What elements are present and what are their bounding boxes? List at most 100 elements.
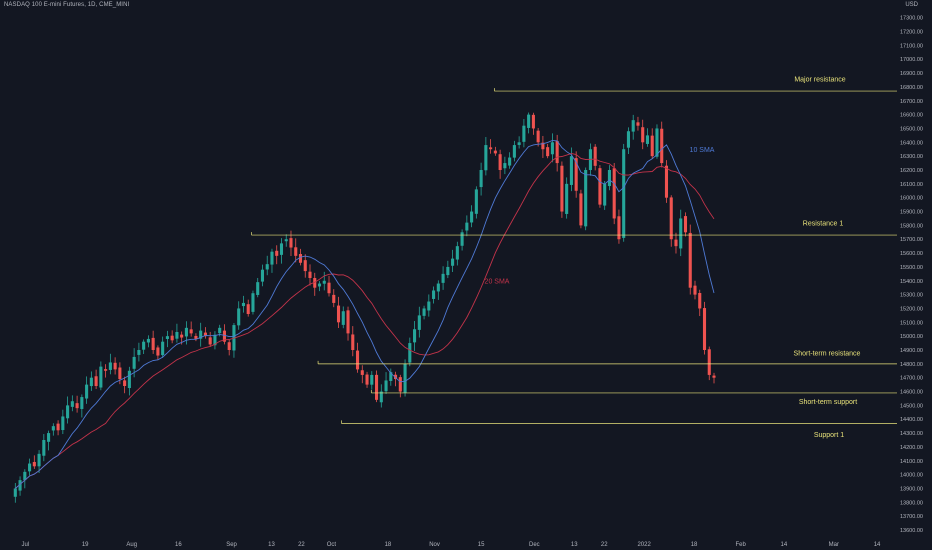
candle-body [104, 369, 108, 371]
candle-body [626, 131, 630, 148]
candle-body [664, 165, 669, 198]
candle-body [679, 218, 683, 249]
candle-body [180, 334, 184, 338]
candle-body [341, 311, 345, 325]
candle-body [512, 145, 516, 158]
candle-body [446, 266, 450, 276]
candle-body [379, 391, 383, 403]
candle-body [42, 440, 46, 456]
candle-body [374, 374, 379, 400]
y-tick-label: 17100.00 [900, 43, 923, 49]
candle-body [218, 327, 222, 334]
candle-body [484, 145, 488, 171]
x-tick-label: 14 [781, 542, 788, 548]
candle-body [270, 251, 274, 265]
candle-body [465, 222, 469, 231]
candle-body [313, 277, 317, 288]
chart-symbol-title: NASDAQ 100 E-mini Futures, 1D, CME_MINI [4, 2, 130, 8]
candle-body [146, 338, 150, 343]
y-tick-label: 14000.00 [900, 473, 923, 479]
y-tick-label: 14900.00 [900, 348, 923, 354]
candle-body [479, 170, 483, 188]
chart-annotation: Major resistance [794, 76, 845, 83]
candle-body [32, 461, 36, 467]
candle-body [151, 337, 155, 350]
y-tick-label: 13600.00 [900, 528, 923, 534]
candle-body [555, 140, 559, 164]
candle-body [470, 211, 474, 223]
x-tick-label: 22 [298, 542, 305, 548]
candle-body [94, 376, 98, 386]
candle-body [579, 193, 583, 226]
candle-body [550, 142, 554, 155]
y-tick-label: 14200.00 [900, 445, 923, 451]
y-tick-label: 15400.00 [900, 279, 923, 285]
x-tick-label: Mar [829, 542, 839, 548]
candle-body [199, 330, 203, 339]
y-tick-label: 16400.00 [900, 140, 923, 146]
candle-body [227, 342, 231, 350]
y-tick-label: 14600.00 [900, 390, 923, 396]
candle-body [80, 397, 84, 409]
candle-body [161, 341, 165, 356]
candle-body [712, 375, 716, 378]
y-tick-label: 15700.00 [900, 237, 923, 243]
x-tick-label: 18 [385, 542, 392, 548]
candle-body [132, 356, 136, 369]
candle-body [417, 315, 421, 330]
candle-body [527, 114, 531, 128]
y-tick-label: 17200.00 [900, 30, 923, 36]
candle-body [517, 142, 521, 145]
candle-body [175, 332, 179, 339]
x-tick-label: 14 [874, 542, 881, 548]
candle-body [194, 335, 198, 339]
candle-body [693, 285, 697, 295]
candle-body [303, 260, 307, 272]
candle-body [184, 327, 188, 337]
x-tick-label: 18 [691, 542, 698, 548]
y-tick-label: 14800.00 [900, 362, 923, 368]
currency-label: USD [905, 2, 918, 8]
x-tick-label: 13 [268, 542, 275, 548]
candle-body [698, 293, 702, 309]
y-tick-label: 15800.00 [900, 223, 923, 229]
candle-body [241, 302, 245, 307]
candle-body [617, 216, 621, 240]
y-tick-label: 15600.00 [900, 251, 923, 257]
y-tick-label: 16600.00 [900, 113, 923, 119]
candle-body [436, 283, 440, 292]
candle-body [503, 163, 507, 169]
candle-body [327, 282, 331, 294]
y-tick-label: 15100.00 [900, 320, 923, 326]
candle-body [275, 250, 279, 256]
candle-body [47, 433, 51, 442]
x-tick-label: Nov [429, 542, 440, 548]
candle-body [351, 334, 355, 350]
candle-body [370, 374, 374, 385]
candle-body [422, 308, 426, 316]
candle-body [607, 170, 611, 187]
candle-body [246, 304, 250, 314]
candle-body [260, 269, 265, 282]
candle-body [70, 401, 74, 407]
candle-body [222, 330, 226, 342]
y-tick-label: 14300.00 [900, 431, 923, 437]
candle-body [284, 239, 288, 242]
y-tick-label: 15200.00 [900, 306, 923, 312]
candle-body [289, 238, 293, 248]
candle-body [394, 374, 398, 380]
y-tick-label: 15300.00 [900, 293, 923, 299]
x-tick-label: 19 [82, 542, 89, 548]
chart-annotation: 20 SMA [485, 279, 510, 286]
candle-body [165, 336, 169, 339]
y-tick-label: 16100.00 [900, 182, 923, 188]
chart-annotation: 10 SMA [690, 147, 715, 154]
candle-body [137, 350, 141, 355]
x-tick-label: 16 [175, 542, 182, 548]
candle-body [451, 258, 455, 266]
candle-body [66, 405, 70, 419]
candle-body [612, 168, 616, 219]
candle-body [108, 362, 112, 370]
candle-body [113, 362, 117, 370]
